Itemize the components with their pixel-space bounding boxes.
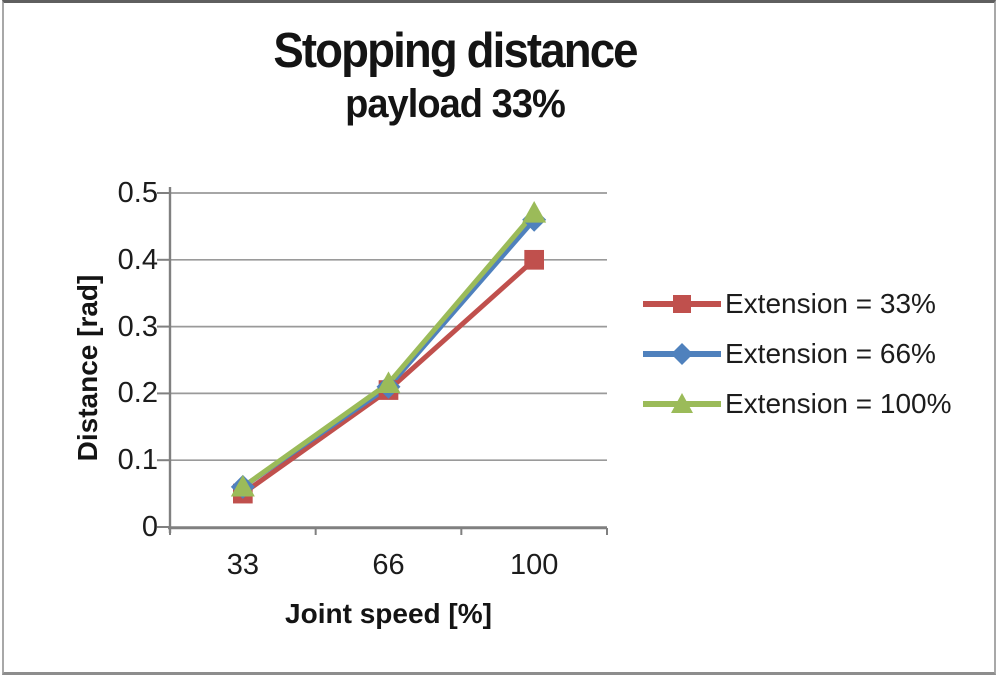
series-2-marker: [376, 371, 401, 393]
x-tick-label: 33: [226, 549, 259, 581]
title-block: Stopping distance payload 33%: [115, 24, 795, 127]
y-tick-label: 0.1: [117, 444, 158, 477]
chart-title: Stopping distance: [273, 24, 638, 78]
y-tick-label: 0.4: [117, 243, 158, 276]
legend-label: Extension = 66%: [725, 338, 936, 369]
legend-label: Extension = 100%: [725, 388, 952, 419]
x-axis-title: Joint speed [%]: [285, 598, 492, 629]
x-tick-label: 100: [509, 549, 559, 581]
legend-item: Extension = 100%: [642, 379, 952, 429]
y-tick-label: 0.5: [117, 177, 158, 209]
y-tick-label: 0.2: [117, 377, 158, 410]
legend-square-swatch: [643, 295, 721, 313]
x-tick-label: 66: [372, 549, 405, 581]
legend-label: Extension = 33%: [725, 288, 936, 319]
y-tick-label: 0.3: [117, 310, 158, 343]
legend-item: Extension = 66%: [642, 329, 952, 379]
series-2-marker: [230, 474, 255, 497]
legend-item: Extension = 33%: [642, 279, 952, 329]
y-axis-title: Distance [rad]: [72, 274, 103, 462]
legend-triangle-swatch: [643, 393, 721, 413]
legend-diamond-swatch: [643, 343, 721, 365]
y-tick-label: 0: [141, 511, 158, 543]
series-2-marker: [522, 201, 547, 223]
series-line-2: [241, 211, 537, 489]
legend: Extension = 33% Extension = 66% Extension …: [642, 279, 952, 429]
series-0-marker: [524, 249, 545, 270]
chart-subtitle: payload 33%: [345, 81, 566, 126]
